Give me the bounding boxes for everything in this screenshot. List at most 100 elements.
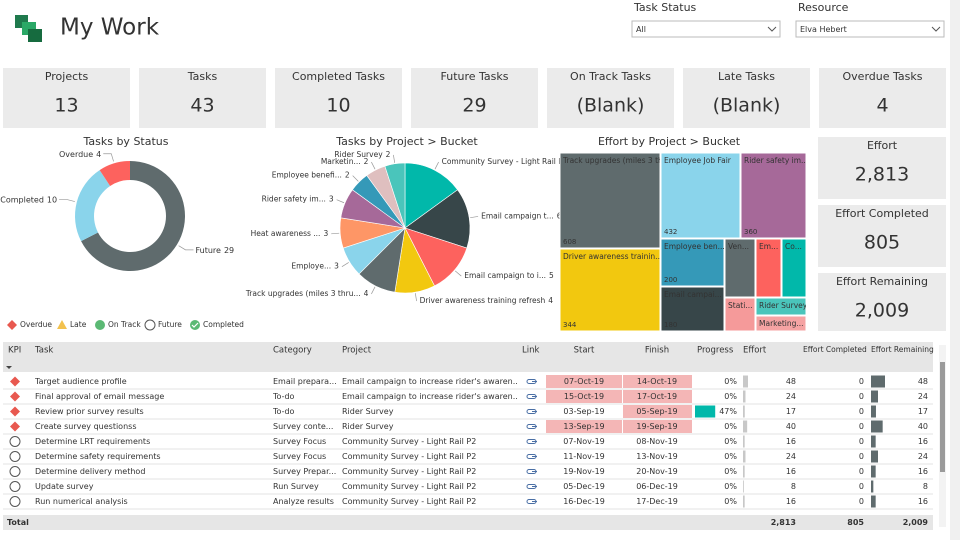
legend-label[interactable]: Future [158,320,182,329]
leader-line [470,216,479,219]
cell-start: 07-Oct-19 [564,377,604,386]
column-header[interactable]: Start [574,346,595,356]
cell-category: Email prepara... [273,377,337,386]
column-header[interactable]: Link [522,346,539,356]
slice-label: Rider Survey 2 [334,150,390,159]
scroll-thumb[interactable] [940,362,945,472]
effort-bar [743,435,745,448]
legend-label[interactable]: Late [70,320,87,329]
legend-item[interactable]: On Track [95,320,141,330]
link-shape[interactable] [526,409,537,414]
treemap-tile[interactable] [755,297,807,316]
slice-label: Email campaign to i... 5 [464,271,554,280]
cell-task: Determine delivery method [35,467,145,476]
total-row-bg [3,515,933,530]
link-icon[interactable] [526,394,537,399]
link-shape[interactable] [526,469,537,474]
treemap-tile[interactable] [740,152,807,239]
column-header[interactable]: KPI [8,346,21,356]
kpi-icon [9,451,21,462]
cell-remaining: 40 [918,422,928,431]
cell-completed: 0 [859,467,864,476]
leader-line [371,286,376,295]
column-header[interactable]: Finish [645,346,669,356]
dropdown-arrow[interactable] [767,26,777,32]
kpi-value: (Blank) [713,95,781,117]
link-icon[interactable] [526,484,537,489]
kpi-label: Projects [45,70,89,83]
link-icon[interactable] [526,469,537,474]
treemap-tile[interactable] [724,238,756,298]
remaining-bar [871,420,883,433]
link-shape[interactable] [526,454,537,459]
treemap-tile[interactable] [559,248,661,332]
leader-line [341,262,349,267]
treemap-tile[interactable] [724,297,756,332]
effort-bar [743,375,748,388]
link-shape[interactable] [526,379,537,384]
slice-label: Heat awareness ... 3 [251,229,329,238]
column-header[interactable]: Effort Completed [803,345,867,354]
link-shape[interactable] [526,499,537,504]
cell-effort: 24 [786,452,796,461]
treemap-tile[interactable] [781,238,807,298]
kpi-label: Effort [867,139,898,152]
dropdown-box[interactable] [631,20,781,38]
remaining-bar [871,465,876,478]
kpi-label: Overdue Tasks [843,70,923,83]
table-scrollbar[interactable] [939,345,946,527]
cell-progress: 0% [724,437,737,446]
filter-dropdown[interactable]: All [631,20,781,38]
treemap-tile[interactable] [660,286,725,332]
slice-name: Employe... [291,262,331,271]
filter-dropdown[interactable]: Elva Hebert [795,20,945,38]
dropdown-arrow[interactable] [931,26,941,32]
kpi-icon [9,466,21,477]
treemap-tile[interactable] [660,238,725,287]
kpi-icon [10,376,20,387]
cell-finish: 06-Dec-19 [636,482,678,491]
link-icon[interactable] [526,454,537,459]
link-icon[interactable] [526,439,537,444]
leader-line [454,270,462,277]
legend-item[interactable]: Completed [190,320,244,330]
link-shape[interactable] [526,394,537,399]
link-icon[interactable] [526,499,537,504]
column-header[interactable]: Effort Remaining [871,345,934,354]
link-shape[interactable] [526,484,537,489]
legend-label[interactable]: On Track [108,320,141,329]
link-icon[interactable] [526,379,537,384]
column-header[interactable]: Task [34,346,53,356]
legend-item[interactable]: Overdue [7,320,52,330]
cell-progress: 0% [724,452,737,461]
treemap-tile[interactable] [755,315,807,332]
legend-item[interactable]: Late [57,320,87,329]
treemap-tile[interactable] [660,152,741,239]
dropdown-value[interactable]: Elva Hebert [800,25,847,34]
column-header[interactable]: Effort [743,346,767,356]
kpi-icon [9,436,21,447]
cell-completed: 0 [859,482,864,491]
cell-start: 19-Nov-19 [563,467,605,476]
legend-label[interactable]: Completed [203,320,244,329]
legend-label[interactable]: Overdue [20,320,52,329]
kpi-label: Tasks [187,70,218,83]
legend-item[interactable]: Future [144,319,182,331]
link-icon[interactable] [526,424,537,429]
link-shape[interactable] [526,439,537,444]
column-header[interactable]: Project [342,346,372,356]
column-header[interactable]: Category [273,346,312,356]
dropdown-box[interactable] [795,20,945,38]
slice-value: 29 [224,245,234,254]
page-title: My Work [60,15,160,41]
link-icon[interactable] [526,409,537,414]
dropdown-value[interactable]: All [636,25,646,34]
link-shape[interactable] [526,424,537,429]
kpi-label: Late Tasks [718,70,775,83]
column-header[interactable]: Progress [697,346,734,356]
cell-project: Community Survey - Light Rail P2 [342,452,476,461]
treemap-tile[interactable] [755,238,782,298]
treemap-tile[interactable] [559,152,661,249]
chart-title: Effort by Project > Bucket [598,135,741,148]
